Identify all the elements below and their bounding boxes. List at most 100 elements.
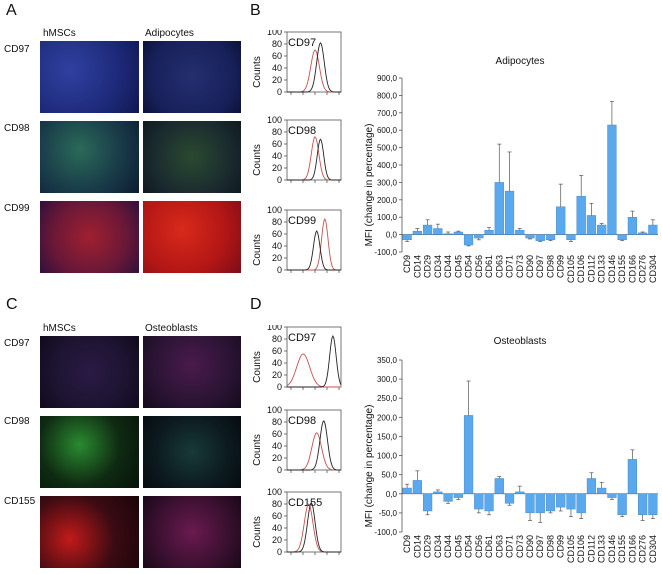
micrograph-adipocytes-cd98 — [143, 121, 241, 193]
histogram-curve-black — [287, 230, 341, 271]
micrograph-osteoblasts-cd155 — [143, 496, 241, 568]
x-tick-label: CD276 — [638, 535, 648, 563]
x-tick-label: CD90 — [525, 255, 535, 278]
bar — [443, 493, 453, 502]
bar — [474, 234, 484, 239]
x-tick-label: CD90 — [525, 535, 535, 558]
micrograph-hmscs-cd99 — [40, 201, 139, 273]
x-tick-label: CD99 — [556, 535, 566, 558]
chart-y-label: MFI (change in percentage) — [364, 405, 375, 528]
x-tick-label: CD14 — [412, 255, 422, 278]
histogram-curve-black — [287, 420, 341, 471]
bar — [433, 491, 443, 494]
micrograph-hmscs-cd155 — [40, 496, 139, 568]
bar — [525, 234, 535, 239]
y-tick-label: 150,0 — [377, 432, 398, 441]
y-tick-label: 300,0 — [377, 375, 398, 384]
x-tick-label: CD44 — [443, 255, 453, 278]
bar — [566, 493, 576, 510]
histogram-frame — [286, 409, 342, 471]
histogram-tick-label: 80 — [272, 417, 282, 427]
row-label: CD98 — [4, 416, 30, 427]
histogram-marker-label: CD97 — [288, 332, 316, 344]
histograms-d: 0 20 40 60 80 100 Counts CD97 0 20 40 60 80 100 Counts… — [252, 325, 342, 557]
histogram-tick-label: 80 — [272, 39, 282, 49]
bar — [515, 230, 525, 235]
x-tick-label: CD105 — [566, 255, 576, 283]
bar — [556, 206, 566, 235]
x-tick-label: CD146 — [607, 535, 617, 563]
x-tick-label: CD106 — [576, 535, 586, 563]
x-tick-label: CD133 — [597, 535, 607, 563]
x-tick-label: CD71 — [505, 255, 515, 278]
row-label: CD98 — [4, 123, 30, 134]
x-tick-label: CD166 — [627, 255, 637, 283]
micrograph-hmscs-cd97-c — [40, 336, 139, 408]
histogram-y-label: Counts — [252, 351, 263, 383]
y-tick-label: -100,0 — [374, 248, 397, 257]
bar — [566, 234, 576, 241]
histogram-marker-label: CD155 — [288, 497, 322, 509]
x-tick-label: CD45 — [453, 255, 463, 278]
bar — [504, 190, 515, 235]
histogram-tick-label: 60 — [272, 51, 282, 61]
bar — [617, 493, 627, 515]
y-tick-label: 200,0 — [377, 413, 398, 422]
col-header-hmscs-c: hMSCs — [43, 323, 76, 334]
col-header-adipocytes: Adipocytes — [145, 28, 194, 39]
histogram-frame — [286, 119, 342, 181]
histogram-tick-label: 40 — [272, 63, 282, 73]
histogram-tick-label: 80 — [272, 499, 282, 509]
y-tick-label: 500,0 — [377, 144, 398, 153]
histogram-y-label: Counts — [252, 234, 263, 266]
x-tick-label: CD61 — [484, 535, 494, 558]
histogram-curve-red — [287, 432, 341, 471]
x-tick-label: CD54 — [464, 535, 474, 558]
histogram-curve-black — [287, 334, 342, 388]
x-tick-label: CD9 — [402, 535, 412, 553]
x-tick-label: CD112 — [586, 535, 596, 562]
x-tick-label: CD29 — [423, 535, 433, 558]
x-tick-label: CD34 — [433, 535, 443, 558]
x-tick-label: CD63 — [494, 255, 504, 278]
histogram-marker-label: CD99 — [288, 215, 316, 227]
histogram-curve-red — [287, 49, 341, 93]
panel-letter-b: B — [250, 2, 261, 19]
x-tick-label: CD73 — [515, 535, 525, 558]
histogram-y-label: Counts — [252, 516, 263, 548]
histogram-tick-label: 20 — [272, 453, 282, 463]
micrograph-osteoblasts-cd98 — [143, 416, 241, 488]
panel-letter-a: A — [6, 2, 17, 19]
bar — [586, 215, 597, 235]
x-tick-label: CD61 — [484, 255, 494, 278]
bar — [627, 216, 638, 235]
histogram-tick-label: 60 — [272, 229, 282, 239]
x-tick-label: CD9 — [402, 255, 412, 273]
histogram-tick-label: 100 — [267, 30, 282, 37]
bar — [402, 234, 412, 241]
histogram-curve-black — [287, 138, 341, 181]
row-label: CD97 — [4, 338, 30, 349]
x-tick-label: CD276 — [638, 255, 648, 283]
bar — [484, 230, 494, 235]
bar — [648, 224, 658, 235]
bar — [412, 480, 422, 494]
histogram-tick-label: 100 — [267, 405, 282, 415]
histogram-marker-label: CD98 — [288, 125, 316, 137]
x-tick-label: CD56 — [474, 535, 484, 558]
histogram-curve-red — [286, 353, 341, 388]
y-tick-label: 250,0 — [377, 394, 398, 403]
x-tick-label: CD155 — [617, 535, 627, 563]
histogram-tick-label: 60 — [272, 429, 282, 439]
histogram-tick-label: 20 — [272, 163, 282, 173]
histogram-y-label: Counts — [252, 434, 263, 466]
histogram-marker-label: CD97 — [288, 37, 316, 49]
bar — [453, 231, 463, 235]
histogram-tick-label: 0 — [277, 382, 282, 392]
bar — [607, 124, 617, 235]
panel-letter-c: C — [6, 296, 18, 313]
histogram-frame — [286, 31, 342, 93]
histogram-tick-label: 100 — [267, 325, 282, 332]
histogram-tick-label: 100 — [267, 205, 282, 215]
histogram-frame — [286, 491, 342, 553]
